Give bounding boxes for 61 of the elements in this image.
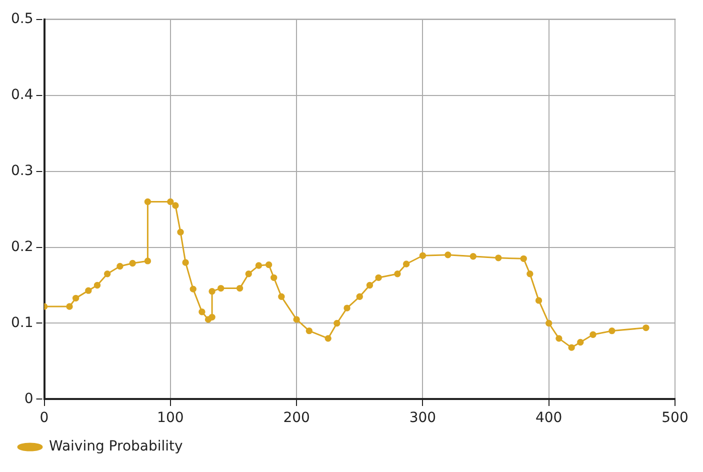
point (306, 327, 313, 334)
point (198, 308, 206, 316)
point (167, 198, 174, 206)
point (334, 320, 340, 327)
point (642, 324, 650, 332)
point (394, 270, 401, 278)
point (608, 327, 616, 334)
point (116, 262, 124, 270)
point (236, 284, 244, 292)
point (245, 270, 252, 278)
point (208, 314, 216, 321)
y-tick-label: 0.5 (11, 11, 34, 28)
point (270, 274, 278, 282)
point (85, 287, 92, 294)
point (590, 331, 596, 338)
point (470, 253, 477, 260)
x-tick-label: 400 (535, 410, 562, 426)
point (129, 260, 136, 267)
point (568, 344, 575, 351)
point (356, 293, 363, 300)
x-tick-label: 300 (409, 410, 436, 426)
y-tick-label: 0.2 (11, 238, 34, 255)
x-tick-label: 0 (40, 410, 49, 426)
point (104, 270, 111, 278)
point (72, 294, 80, 302)
point (366, 282, 374, 289)
point (495, 254, 502, 262)
point (520, 255, 527, 262)
point (419, 252, 426, 259)
point (66, 303, 73, 310)
y-tick-label: 0.1 (11, 314, 34, 331)
y-tick-label: 0 (24, 390, 34, 407)
point (265, 261, 272, 268)
y-tick-label: 0.3 (11, 162, 34, 179)
x-tick-label: 200 (283, 410, 310, 426)
point (190, 286, 196, 292)
point (144, 258, 152, 264)
point (535, 297, 542, 304)
point (293, 316, 300, 323)
point (172, 202, 179, 209)
point (526, 270, 534, 278)
point (218, 284, 224, 292)
point (556, 335, 562, 342)
point (375, 274, 382, 282)
point (144, 198, 152, 206)
x-tick-label: 500 (662, 410, 688, 426)
legend-label: Waiving Probability (49, 438, 183, 455)
point (577, 338, 584, 346)
point (255, 262, 262, 269)
point (94, 282, 101, 289)
point (444, 252, 452, 258)
point (402, 260, 410, 268)
point (278, 293, 285, 300)
point (182, 259, 189, 266)
x-tick-label: 100 (157, 410, 184, 426)
y-tick-label: 0.4 (11, 87, 34, 103)
point (177, 228, 184, 236)
point (344, 304, 350, 312)
point (208, 288, 216, 295)
point (546, 320, 552, 327)
point (324, 335, 332, 342)
